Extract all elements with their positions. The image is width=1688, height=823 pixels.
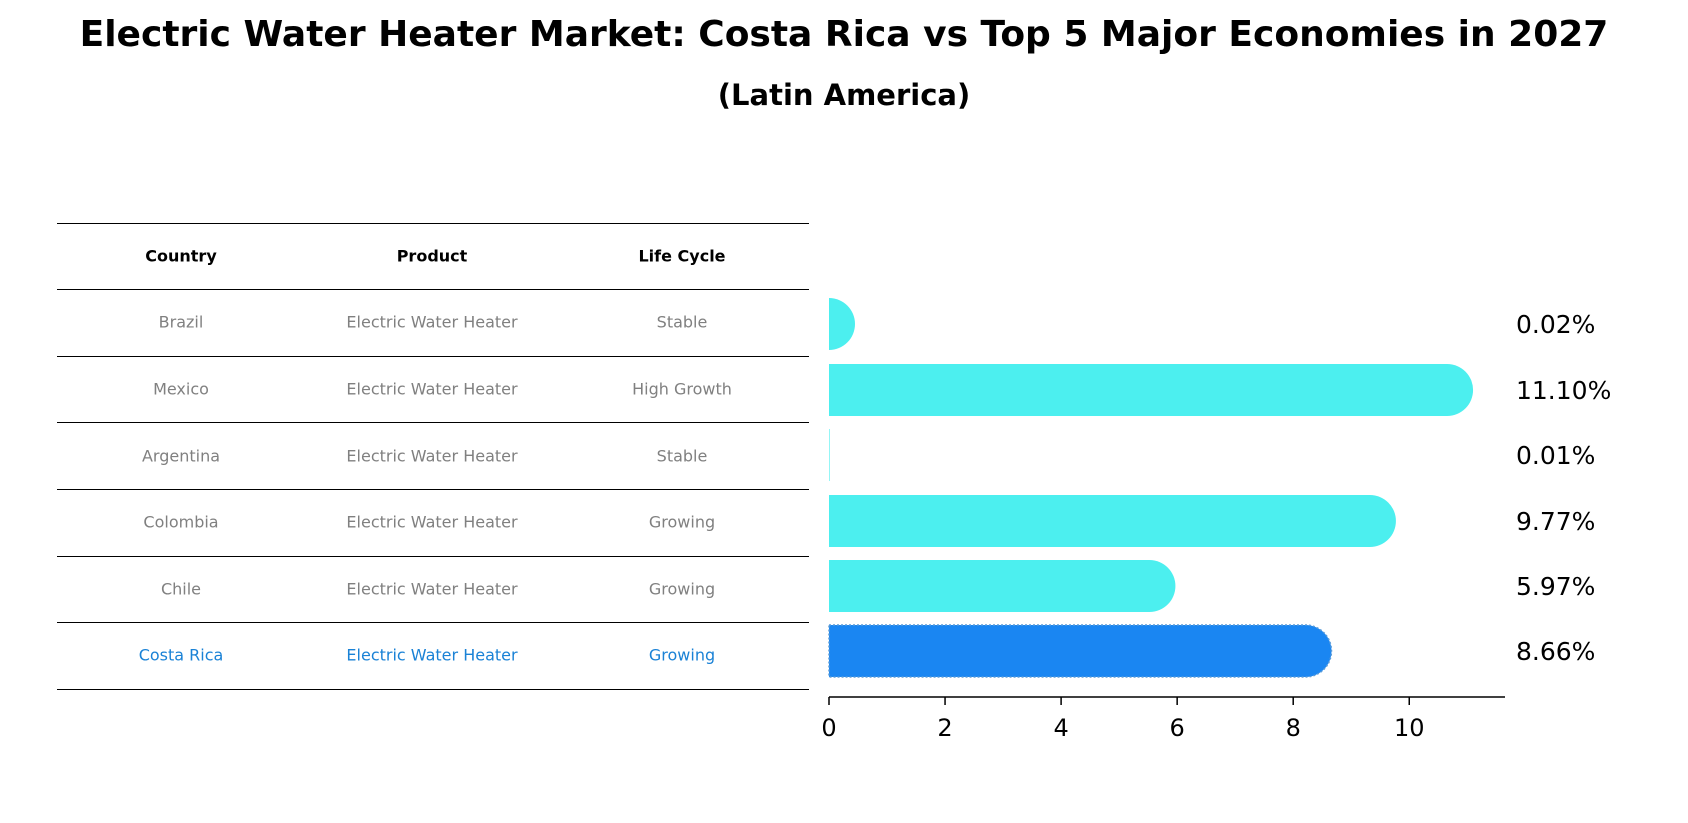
bar-costa-rica <box>829 625 1332 677</box>
x-tick-label: 0 <box>821 714 836 742</box>
table-header-cell: Product <box>396 246 468 266</box>
x-tick-label: 8 <box>1286 714 1301 742</box>
chart-subtitle: (Latin America) <box>717 78 971 112</box>
bar-brazil <box>829 298 855 350</box>
table-cell-life-cycle: Stable <box>656 312 708 332</box>
table-cell-life-cycle: High Growth <box>632 379 732 399</box>
x-tick-label: 2 <box>937 714 952 742</box>
table-cell-life-cycle: Stable <box>656 446 708 466</box>
table-cell-product: Electric Water Heater <box>346 512 518 532</box>
table-rule <box>57 489 809 490</box>
table-cell-product: Electric Water Heater <box>346 446 518 466</box>
table-rule <box>57 422 809 423</box>
table-cell-life-cycle: Growing <box>648 512 716 532</box>
table-header-cell: Life Cycle <box>638 246 726 266</box>
value-label: 5.97% <box>1516 572 1595 601</box>
bar-chile <box>829 560 1176 612</box>
table-rule <box>57 622 809 623</box>
bar-argentina <box>829 429 830 481</box>
table-cell-country: Costa Rica <box>138 645 224 665</box>
table-cell-life-cycle: Growing <box>648 645 716 665</box>
value-label: 0.01% <box>1516 441 1595 470</box>
value-label: 8.66% <box>1516 637 1595 666</box>
table-cell-country: Mexico <box>153 379 209 399</box>
table-cell-country: Brazil <box>158 312 204 332</box>
bar-mexico <box>829 364 1474 416</box>
table-cell-product: Electric Water Heater <box>346 645 518 665</box>
value-label: 0.02% <box>1516 310 1595 339</box>
table-header-cell: Country <box>145 246 217 266</box>
table-rule <box>57 556 809 557</box>
table-cell-country: Chile <box>160 579 202 599</box>
chart-title: Electric Water Heater Market: Costa Rica… <box>79 14 1609 55</box>
table-cell-country: Argentina <box>141 446 221 466</box>
bar-colombia <box>829 495 1396 547</box>
table-cell-product: Electric Water Heater <box>346 312 518 332</box>
table-cell-life-cycle: Growing <box>648 579 716 599</box>
table-rule <box>57 289 809 290</box>
table-rule <box>57 223 809 224</box>
table-cell-product: Electric Water Heater <box>346 379 518 399</box>
x-tick-label: 4 <box>1053 714 1068 742</box>
x-tick-label: 6 <box>1170 714 1185 742</box>
x-tick-label: 10 <box>1394 714 1425 742</box>
table-cell-product: Electric Water Heater <box>346 579 518 599</box>
bar-highlight-outline <box>828 624 1333 678</box>
table-cell-country: Colombia <box>143 512 219 532</box>
value-label: 11.10% <box>1516 376 1611 405</box>
value-label: 9.77% <box>1516 507 1595 536</box>
table-rule <box>57 689 809 690</box>
table-rule <box>57 356 809 357</box>
